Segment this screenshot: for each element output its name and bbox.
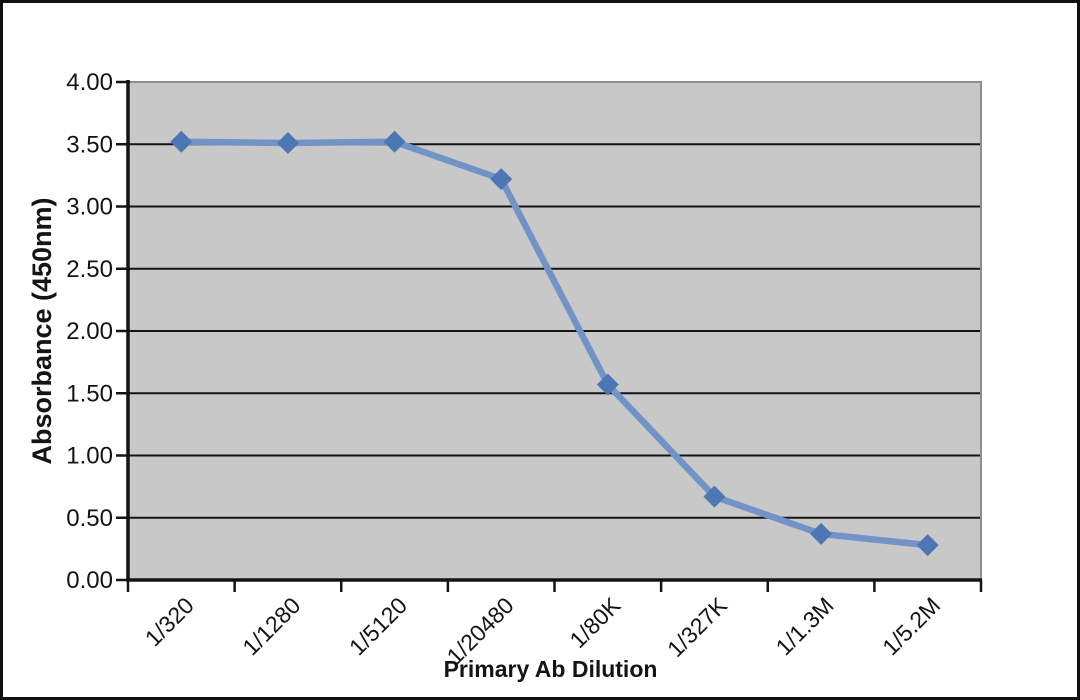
series-line <box>178 138 931 549</box>
x-axis-ticks <box>126 580 983 592</box>
y-tick-label: 0.00 <box>66 567 113 594</box>
x-axis-title: Primary Ab Dilution <box>444 656 658 682</box>
line-chart: 0.00 0.50 1.00 1.50 2.00 2.50 3.00 3.50 4.00 1/3… <box>27 69 983 682</box>
x-tick-label: 1/327K <box>662 592 732 662</box>
gridlines <box>128 143 981 519</box>
x-tick-label: 1/80K <box>564 592 625 653</box>
y-tick-label: 0.50 <box>66 505 113 532</box>
y-tick-label: 3.00 <box>66 194 113 221</box>
y-tick-label: 2.00 <box>66 318 113 345</box>
x-tick-label: 1/1280 <box>237 592 305 660</box>
y-axis-tick-labels: 0.00 0.50 1.00 1.50 2.00 2.50 3.00 3.50 4.00 <box>66 69 113 594</box>
data-point-marker <box>596 373 619 396</box>
data-point-marker <box>916 534 939 557</box>
x-tick-label: 1/1.3M <box>770 592 838 660</box>
data-point-marker <box>170 130 193 153</box>
x-tick-label: 1/5.2M <box>877 592 945 660</box>
data-point-marker <box>703 485 726 508</box>
y-tick-label: 1.50 <box>66 380 113 407</box>
data-point-marker <box>276 132 299 155</box>
series-markers <box>170 130 939 557</box>
y-tick-label: 3.50 <box>66 131 113 158</box>
x-tick-label: 1/5120 <box>344 592 412 660</box>
data-point-marker <box>490 168 513 191</box>
data-point-marker <box>383 130 406 153</box>
y-tick-label: 4.00 <box>66 69 113 96</box>
x-tick-label: 1/320 <box>140 592 199 651</box>
data-point-marker <box>810 522 833 545</box>
y-tick-label: 2.50 <box>66 256 113 283</box>
y-axis-title: Absorbance (450nm) <box>27 197 57 464</box>
y-tick-label: 1.00 <box>66 443 113 470</box>
